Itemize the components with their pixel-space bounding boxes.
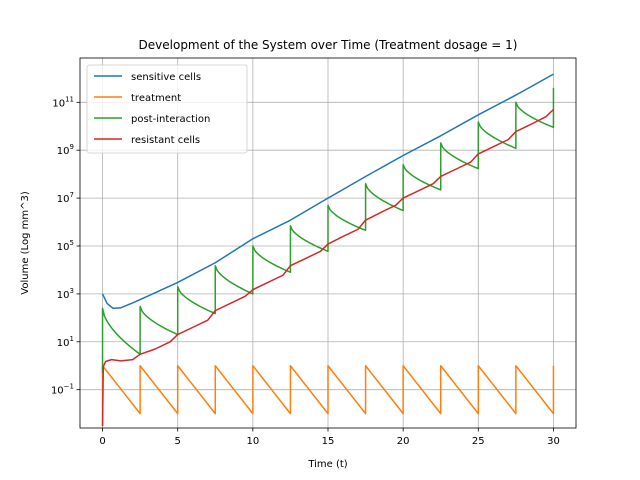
x-tick-label: 25 — [472, 436, 485, 447]
y-axis-label: Volume (Log mm^3) — [20, 191, 31, 295]
x-axis: 0 5 10 15 20 25 30 — [99, 428, 560, 447]
y-tick-label: 107 — [57, 191, 74, 205]
legend: sensitive cells treatment post-interaction… — [86, 64, 248, 154]
series-line-resistant-cells — [101, 108, 554, 427]
series-line-post-interaction — [101, 87, 555, 373]
legend-label: resistant cells — [131, 135, 200, 146]
x-tick-label: 0 — [99, 436, 105, 447]
x-axis-label: Time (t) — [307, 459, 347, 470]
y-tick-label: 103 — [57, 287, 74, 301]
series-line-sensitive-cells — [101, 73, 554, 310]
legend-label: sensitive cells — [131, 72, 201, 83]
y-tick-label: 10−1 — [51, 383, 74, 397]
plot-area — [101, 73, 555, 427]
x-tick-label: 20 — [397, 436, 410, 447]
legend-box — [86, 64, 248, 154]
y-axis: 10−1 101 103 105 107 109 1011 — [51, 95, 80, 397]
legend-label: treatment — [131, 93, 181, 104]
x-tick-label: 30 — [547, 436, 560, 447]
series-line-treatment — [101, 364, 555, 427]
y-tick-label: 105 — [57, 239, 74, 253]
y-tick-label: 101 — [57, 335, 74, 349]
y-tick-label: 109 — [57, 143, 74, 157]
y-tick-label: 1011 — [52, 95, 74, 109]
x-tick-label: 5 — [175, 436, 181, 447]
x-tick-label: 15 — [322, 436, 335, 447]
chart-title: Development of the System over Time (Tre… — [139, 38, 518, 52]
x-tick-label: 10 — [246, 436, 259, 447]
legend-label: post-interaction — [131, 114, 210, 125]
